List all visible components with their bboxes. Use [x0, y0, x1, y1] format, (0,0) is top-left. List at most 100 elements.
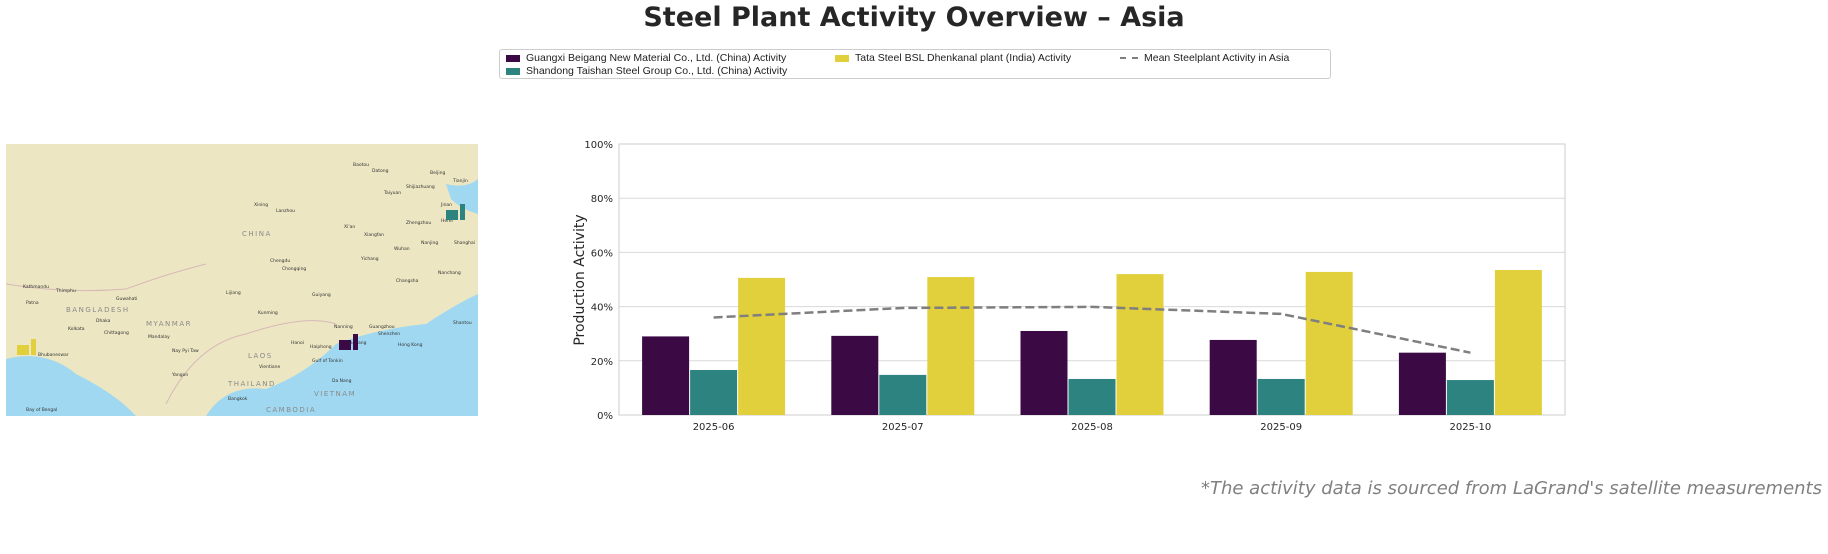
legend-swatch: [506, 54, 520, 62]
map-label: Shijiazhuang: [406, 184, 435, 190]
map-bay-of-bengal: [6, 356, 136, 416]
map-label: VIETNAM: [314, 390, 356, 398]
map-label: Datong: [372, 168, 389, 174]
bar-2025-08-series-2: [1116, 274, 1164, 415]
bar-2025-08-series-0: [1020, 330, 1068, 415]
x-tick-label: 2025-06: [693, 422, 735, 433]
map-label: Lanzhou: [276, 208, 295, 214]
map-label: Bhubaneswar: [38, 352, 69, 358]
map-label: Xiangfan: [364, 232, 384, 238]
map-label: Kunming: [258, 310, 278, 316]
map-label: Hefei: [441, 218, 453, 224]
plant-marker-tata[interactable]: [17, 339, 36, 355]
page-title: Steel Plant Activity Overview – Asia: [643, 2, 1185, 33]
map-label: Chengdu: [270, 258, 290, 264]
map-label: Xi'an: [344, 224, 355, 230]
map-label: Haiphong: [310, 344, 332, 350]
y-tick-label: 60%: [591, 248, 613, 259]
y-tick-label: 100%: [584, 140, 613, 151]
map-label: Nanchang: [438, 270, 461, 276]
map-label: Da Nang: [332, 378, 352, 384]
map-label: Hong Kong: [398, 342, 423, 348]
map-label: Kathmandu: [23, 284, 49, 290]
x-tick-label: 2025-07: [882, 422, 924, 433]
map-label: THAILAND: [227, 380, 276, 388]
map-label: Shanghai: [454, 240, 475, 246]
bar-2025-08-series-1: [1068, 378, 1116, 415]
bar-2025-07-series-1: [879, 374, 927, 415]
map-border: [165, 320, 337, 405]
map-label: Thimphu: [55, 288, 76, 294]
plant-marker-guangxi[interactable]: [339, 334, 358, 350]
map-label: Yangon: [171, 372, 188, 378]
map-label: Wuhan: [394, 246, 410, 252]
map-label: Chittagong: [104, 330, 129, 336]
legend-item-shandong: Shandong Taishan Steel Group Co., Ltd. (…: [506, 65, 787, 77]
plant-marker-shandong[interactable]: [446, 204, 465, 220]
map-label: Patna: [26, 300, 39, 306]
legend-dash: [1120, 57, 1138, 59]
map-label: Nanjing: [421, 240, 438, 246]
map-label: Chongqing: [282, 266, 306, 272]
bar-2025-07-series-2: [927, 277, 975, 415]
mean-activity-line: [713, 305, 1471, 354]
map-south-china-sea: [206, 294, 478, 416]
map-label: Bangkok: [228, 396, 248, 402]
map-label: Jinan: [440, 202, 452, 208]
map-label: Lijiang: [226, 290, 241, 296]
legend-label: Shandong Taishan Steel Group Co., Ltd. (…: [526, 65, 788, 77]
map-label: Taiyuan: [383, 190, 401, 196]
map-label: BANGLADESH: [66, 306, 130, 314]
y-tick-label: 40%: [591, 303, 613, 314]
map-label: Guangzhou: [369, 324, 395, 330]
legend-item-guangxi: Guangxi Beigang New Material Co., Ltd. (…: [506, 52, 786, 64]
map-label: CAMBODIA: [266, 406, 316, 414]
map-label: Changsha: [396, 278, 419, 284]
map-label: Yichang: [360, 256, 379, 262]
map-label: Mandalay: [148, 334, 170, 340]
x-tick-label: 2025-10: [1450, 422, 1492, 433]
bar-2025-06-series-2: [738, 277, 786, 415]
map-label: Vientiane: [259, 364, 280, 370]
bar-2025-10-series-0: [1398, 352, 1446, 415]
bar-2025-06-series-1: [690, 370, 738, 415]
footnote: *The activity data is sourced from LaGra…: [1200, 478, 1822, 499]
map-label: Beijing: [430, 170, 445, 176]
y-axis-label: Production Activity: [572, 214, 588, 345]
bar-2025-06-series-0: [642, 336, 690, 415]
map-label: Bay of Bengal: [26, 407, 57, 413]
legend-label: Tata Steel BSL Dhenkanal plant (India) A…: [855, 52, 1072, 64]
map-label: Nanning: [334, 324, 353, 330]
legend-item-tata: Tata Steel BSL Dhenkanal plant (India) A…: [835, 52, 1071, 64]
map-label: Guiyang: [312, 292, 331, 298]
y-tick-label: 20%: [591, 357, 613, 368]
map-label: Hanoi: [291, 340, 304, 346]
map-label: Dhaka: [96, 318, 111, 324]
map-label: Tianjin: [452, 178, 468, 184]
legend-item-mean: Mean Steelplant Activity in Asia: [1120, 52, 1289, 64]
bar-2025-09-series-1: [1257, 378, 1305, 415]
x-tick-label: 2025-09: [1260, 422, 1302, 433]
x-tick-label: 2025-08: [1071, 422, 1113, 433]
asia-map[interactable]: CHINA Chengdu Chongqing Kunming Lijiang Guiya…: [6, 144, 478, 416]
legend-swatch: [835, 54, 849, 62]
y-tick-label: 0%: [597, 411, 613, 422]
bar-2025-09-series-2: [1305, 271, 1353, 415]
map-label: Kolkata: [68, 326, 85, 332]
bar-2025-09-series-0: [1209, 339, 1257, 415]
map-label: MYANMAR: [146, 320, 192, 328]
map-label: Baotou: [353, 162, 369, 168]
legend-label: Mean Steelplant Activity in Asia: [1144, 52, 1290, 64]
legend: Guangxi Beigang New Material Co., Ltd. (…: [499, 49, 1331, 79]
bar-2025-07-series-0: [831, 335, 879, 415]
map-label: Gulf of Tonkin: [312, 358, 343, 364]
y-tick-label: 80%: [591, 194, 613, 205]
legend-label: Guangxi Beigang New Material Co., Ltd. (…: [526, 52, 787, 64]
map-label: Shenzhen: [378, 331, 400, 337]
map-label: CHINA: [242, 230, 272, 238]
map-border: [6, 263, 207, 292]
map-label: Guwahati: [116, 296, 137, 302]
map-label: LAOS: [248, 352, 273, 360]
bar-2025-10-series-1: [1446, 380, 1494, 415]
